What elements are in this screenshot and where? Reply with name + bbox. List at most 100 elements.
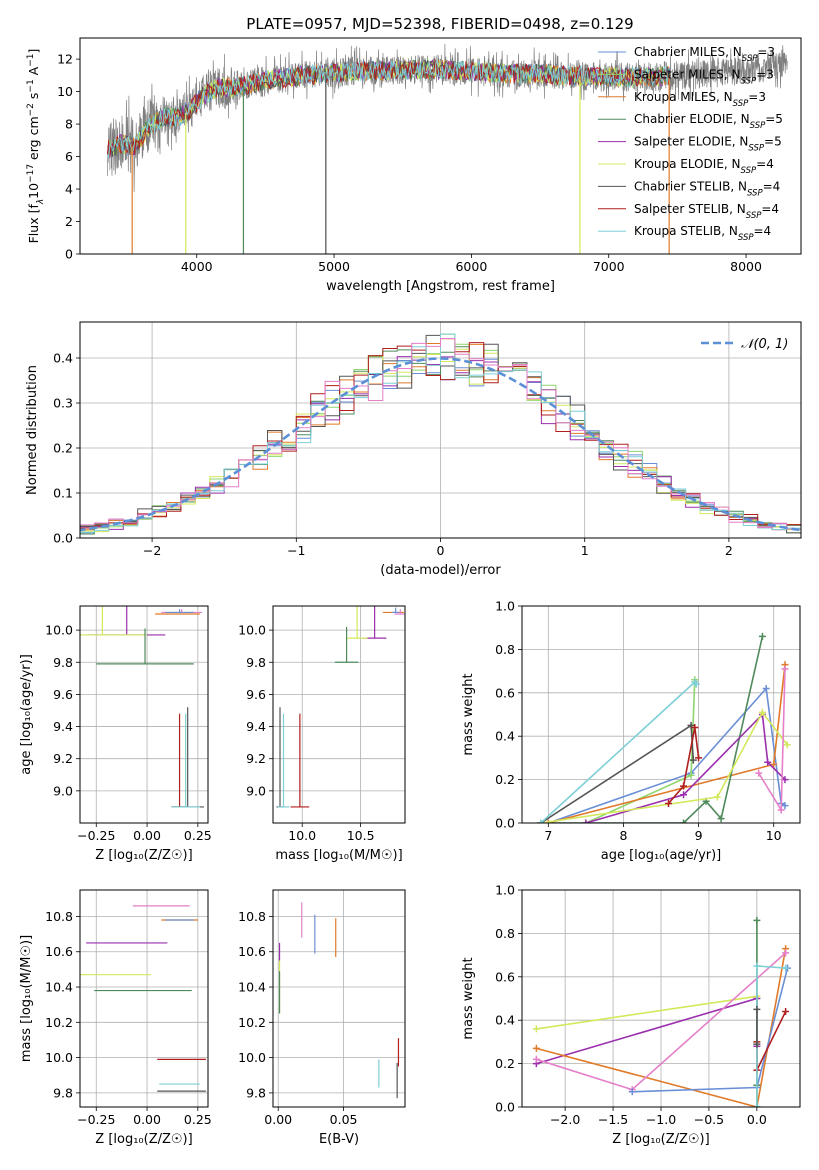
plot-area bbox=[80, 333, 801, 535]
x-tick-label: 9 bbox=[695, 828, 703, 843]
mass-weight-point bbox=[691, 724, 699, 732]
y-tick-label: 10.8 bbox=[238, 909, 266, 924]
mass-weight-point bbox=[762, 684, 770, 692]
y-axis-label: mass weight bbox=[461, 957, 476, 1039]
model-spectrum-line bbox=[107, 60, 671, 158]
mass-weight-point bbox=[753, 962, 761, 970]
mass-weight-point bbox=[687, 771, 695, 779]
model-spectrum-line bbox=[107, 59, 671, 157]
plot-area bbox=[80, 606, 204, 808]
y-tick-label: 0.4 bbox=[53, 351, 73, 366]
mass-weight-series-line bbox=[540, 710, 788, 823]
y-tick-label: 0.8 bbox=[495, 926, 515, 941]
legend-entry: 𝒩(0, 1) bbox=[741, 337, 788, 352]
x-axis-label: mass [log₁₀(M/M☉)] bbox=[275, 848, 402, 863]
legend-entry: Salpeter ELODIE, NSSP=5 bbox=[634, 135, 782, 154]
y-tick-label: 10.0 bbox=[238, 623, 266, 638]
mass-weight-point bbox=[783, 741, 791, 749]
spectrum-legend: Chabrier MILES, NSSP=3 Salpeter MILES, NS… bbox=[598, 45, 783, 243]
legend-entry: Kroupa MILES, NSSP=3 bbox=[634, 90, 766, 109]
x-tick-label: 8000 bbox=[730, 259, 762, 274]
y-tick-label: 1.0 bbox=[495, 883, 515, 898]
mass-weight-point bbox=[544, 819, 552, 823]
y-tick-label: 0.6 bbox=[495, 969, 515, 984]
mass-weight-point bbox=[782, 1008, 790, 1016]
axes-frame bbox=[272, 605, 406, 824]
mass-weight-point bbox=[713, 793, 721, 801]
y-tick-label: 9.8 bbox=[53, 655, 73, 670]
y-tick-label: 10.0 bbox=[238, 1050, 266, 1065]
mass-weight-series-line bbox=[632, 967, 789, 1093]
mass-weight-point bbox=[782, 964, 790, 972]
mass-weight-point bbox=[753, 1040, 761, 1048]
age-vs-mass-panel: 10.0 10.5 9.0 9.2 9.4 9.6 9.8 10.0 mass [log₁₀(M… bbox=[238, 605, 406, 863]
mass-weight-point bbox=[753, 1005, 761, 1013]
x-tick-label: 5000 bbox=[318, 259, 350, 274]
y-tick-label: 10.2 bbox=[238, 1015, 266, 1030]
x-tick-label: 0.00 bbox=[264, 1112, 292, 1127]
y-axis-label: mass weight bbox=[461, 673, 476, 755]
massweight-vs-age-panel: 7 8 9 10 0.0 0.2 0.4 0.6 0.8 1.0 age [log₁₀(age/yr… bbox=[461, 599, 801, 863]
mass-weight-point bbox=[782, 949, 790, 957]
legend-entry: Chabrier ELODIE, NSSP=5 bbox=[634, 112, 783, 131]
y-tick-label: 9.2 bbox=[53, 751, 73, 766]
mass-weight-point bbox=[680, 791, 688, 799]
y-tick-label: 9.6 bbox=[246, 687, 266, 702]
x-tick-label: −0.5 bbox=[694, 1112, 724, 1127]
legend-entry: Chabrier MILES, NSSP=3 bbox=[634, 45, 775, 64]
y-tick-label: 1.0 bbox=[495, 599, 515, 614]
x-tick-label: 10.5 bbox=[347, 828, 375, 843]
mass-weight-point bbox=[532, 1044, 540, 1052]
x-tick-label: 0.05 bbox=[330, 1112, 358, 1127]
y-tick-label: 12 bbox=[57, 52, 73, 67]
legend-entry: Chabrier STELIB, NSSP=4 bbox=[634, 179, 780, 198]
mass-vs-ebv-panel: 0.00 0.05 9.8 10.0 10.2 10.4 10.6 10.8 E(B-V) bbox=[238, 889, 406, 1147]
x-tick-label: 0.00 bbox=[133, 1112, 161, 1127]
y-tick-label: 9.0 bbox=[246, 783, 266, 798]
y-tick-label: 9.4 bbox=[53, 719, 73, 734]
normal-pdf-curve bbox=[80, 357, 801, 532]
plot-area bbox=[532, 916, 792, 1107]
mass-weight-point bbox=[770, 760, 778, 768]
y-tick-label: 9.0 bbox=[53, 783, 73, 798]
x-tick-label: 0.00 bbox=[133, 828, 161, 843]
mass-weight-point bbox=[755, 769, 763, 777]
axes-frame bbox=[79, 889, 209, 1108]
mass-weight-series-line bbox=[585, 679, 696, 823]
y-tick-label: 6 bbox=[65, 149, 73, 164]
y-tick-label: 10.0 bbox=[45, 623, 73, 638]
mass-weight-point bbox=[628, 1088, 636, 1096]
mass-weight-point bbox=[582, 819, 590, 823]
y-tick-label: 8 bbox=[65, 117, 73, 132]
x-tick-label: 6000 bbox=[455, 259, 487, 274]
x-tick-label: 0.25 bbox=[184, 828, 212, 843]
y-tick-label: 9.2 bbox=[246, 751, 266, 766]
mass-weight-point bbox=[532, 1025, 540, 1033]
mass-weight-point bbox=[537, 819, 545, 823]
y-tick-label: 0.1 bbox=[53, 486, 73, 501]
y-tick-label: 0.0 bbox=[495, 1100, 515, 1115]
y-tick-label: 0.0 bbox=[495, 816, 515, 831]
y-axis-label: Normed distribution bbox=[25, 365, 40, 495]
mass-weight-point bbox=[753, 1103, 761, 1107]
x-tick-label: −1.0 bbox=[646, 1112, 676, 1127]
plot-area bbox=[537, 632, 791, 823]
x-tick-label: 8 bbox=[619, 828, 627, 843]
y-tick-label: 10.4 bbox=[238, 980, 266, 995]
axes-frame bbox=[521, 889, 801, 1108]
mass-weight-point bbox=[781, 665, 789, 673]
figure-title: PLATE=0957, MJD=52398, FIBERID=0498, z=0… bbox=[246, 15, 633, 33]
mass-weight-point bbox=[687, 721, 695, 729]
y-axis-label: age [log₁₀(age/yr)] bbox=[19, 654, 34, 775]
mass-weight-point bbox=[692, 680, 700, 688]
legend-entry: Kroupa ELODIE, NSSP=4 bbox=[634, 157, 774, 176]
x-axis-label: wavelength [Angstrom, rest frame] bbox=[326, 279, 555, 294]
mass-weight-point bbox=[758, 708, 766, 716]
mass-weight-point bbox=[665, 799, 673, 807]
mass-weight-series-line bbox=[536, 995, 758, 1107]
y-tick-label: 0.4 bbox=[495, 1013, 515, 1028]
y-tick-label: 0.2 bbox=[53, 441, 73, 456]
mass-weight-point bbox=[689, 756, 697, 764]
y-tick-label: 10.2 bbox=[45, 1015, 73, 1030]
y-tick-label: 10.4 bbox=[45, 980, 73, 995]
